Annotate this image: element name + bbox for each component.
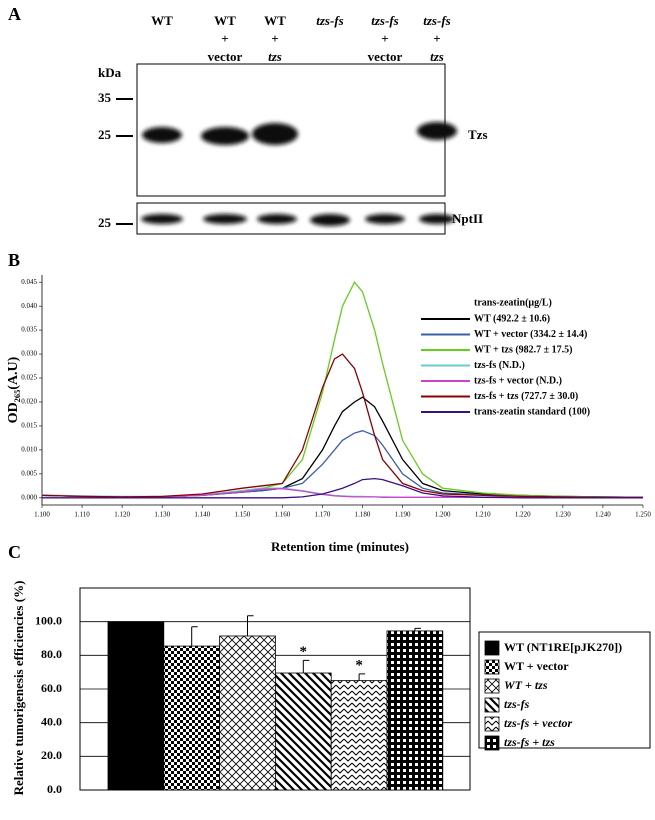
- x-tick-label: 1.190: [395, 511, 411, 519]
- significance-mark: *: [300, 644, 308, 660]
- lane-label: tzs: [268, 49, 282, 64]
- x-tick-label: 1.240: [595, 511, 611, 519]
- legend-box: [478, 631, 651, 749]
- lane-label: vector: [368, 49, 403, 64]
- x-tick-label: 1.220: [515, 511, 531, 519]
- blot-images: [136, 63, 457, 235]
- y-tick-label: 0.005: [21, 469, 37, 477]
- legend-label: WT (492.2 ± 10.6): [474, 313, 550, 324]
- legend-swatch: [484, 659, 500, 675]
- y-tick-label: 20.0: [41, 748, 62, 762]
- x-axis-label: Retention time (minutes): [271, 539, 409, 554]
- x-tick-label: 1.130: [154, 511, 170, 519]
- legend-label: trans-zeatin standard (100): [474, 406, 590, 417]
- x-tick-label: 1.230: [555, 511, 571, 519]
- x-tick-label: 1.120: [114, 511, 130, 519]
- y-tick-label: 0.040: [21, 302, 37, 310]
- legend-label: tzs-fs + vector (N.D.): [474, 375, 562, 386]
- y-tick-label: 0.000: [21, 493, 37, 501]
- bar: [386, 630, 444, 791]
- lane-label: tzs-fs: [371, 13, 398, 28]
- x-tick-label: 1.140: [194, 511, 210, 519]
- panel-label: C: [8, 542, 21, 562]
- legend-label: WT + tzs (982.7 ± 17.5): [474, 344, 573, 355]
- data-line: [42, 477, 643, 499]
- y-tick-label: 0.030: [21, 350, 37, 358]
- y-tick-label: 0.035: [21, 326, 37, 334]
- band-label: Tzs: [468, 127, 488, 142]
- marker-label: 25: [98, 127, 112, 142]
- error-bar: [358, 673, 366, 681]
- legend-label: tzs-fs: [504, 697, 530, 711]
- error-bar: [302, 659, 310, 674]
- x-tick-label: 1.150: [234, 511, 250, 519]
- marker-label: 25: [98, 215, 112, 230]
- legend-label: WT + vector (334.2 ± 14.4): [474, 329, 587, 340]
- x-tick-label: 1.110: [74, 511, 90, 519]
- lane-label: WT: [214, 13, 236, 28]
- y-tick-label: 0.0: [47, 782, 62, 796]
- y-tick-label: 100.0: [35, 613, 62, 627]
- data-line: [41, 353, 643, 498]
- y-tick-label: 0.025: [21, 374, 37, 382]
- x-tick-label: 1.200: [435, 511, 451, 519]
- y-tick-label: 80.0: [41, 647, 62, 661]
- legend-label: WT (NT1RE[pJK270]): [504, 640, 622, 654]
- legend-label: WT + tzs: [504, 678, 548, 692]
- legend-label: tzs-fs (N.D.): [474, 360, 525, 371]
- legend-swatch: [484, 678, 500, 694]
- y-tick-label: 0.010: [21, 446, 37, 454]
- lane-label: WT: [151, 13, 173, 28]
- lane-label: +: [271, 31, 278, 46]
- x-tick-label: 1.160: [275, 511, 291, 519]
- data-line: [41, 430, 643, 498]
- kda-label: kDa: [98, 65, 122, 80]
- bar: [274, 672, 332, 791]
- band-label: NptII: [452, 211, 483, 226]
- legend-swatch: [484, 735, 500, 751]
- legend-swatch: [484, 716, 500, 732]
- x-tick-label: 1.180: [355, 511, 371, 519]
- legend-swatch: [484, 640, 500, 656]
- lane-label: +: [221, 31, 228, 46]
- legend-label: tzs-fs + tzs: [504, 735, 555, 749]
- y-axis-label: Relative tumorigenesis efficiencies (%): [11, 581, 26, 796]
- lane-label: tzs-fs: [423, 13, 450, 28]
- panel-label: B: [8, 250, 20, 270]
- bar: [219, 635, 276, 791]
- lane-label: vector: [208, 49, 243, 64]
- x-tick-label: 1.100: [34, 511, 50, 519]
- lane-label: +: [381, 31, 388, 46]
- legend-label: tzs-fs + vector: [504, 716, 572, 730]
- y-tick-label: 60.0: [41, 681, 62, 695]
- y-tick-label: 0.045: [21, 278, 37, 286]
- legend-label: tzs-fs + tzs (727.7 ± 30.0): [474, 391, 578, 402]
- y-tick-label: 0.020: [21, 398, 37, 406]
- lane-label: tzs-fs: [316, 13, 343, 28]
- lane-label: +: [433, 31, 440, 46]
- bar: [330, 680, 388, 791]
- panel-label: A: [8, 4, 21, 24]
- y-tick-label: 0.015: [21, 422, 37, 430]
- significance-mark: *: [355, 657, 363, 673]
- error-bar: [191, 626, 198, 647]
- lane-label: WT: [264, 13, 286, 28]
- data-line: [41, 281, 644, 498]
- x-tick-label: 1.210: [475, 511, 491, 519]
- y-axis-label: OD₂₆₅(A.U): [6, 356, 21, 423]
- bar: [163, 645, 221, 791]
- error-bar: [247, 615, 254, 636]
- legend-label: WT + vector: [504, 659, 569, 673]
- x-tick-label: 1.250: [635, 511, 651, 519]
- legend-title: trans-zeatin(μg/L): [474, 297, 552, 308]
- x-tick-label: 1.170: [315, 511, 331, 519]
- y-tick-label: 40.0: [41, 714, 62, 728]
- legend-swatch: [484, 697, 500, 713]
- marker-label: 35: [98, 90, 112, 105]
- lane-label: tzs: [430, 49, 444, 64]
- bar: [107, 621, 165, 791]
- error-bar: [414, 627, 421, 631]
